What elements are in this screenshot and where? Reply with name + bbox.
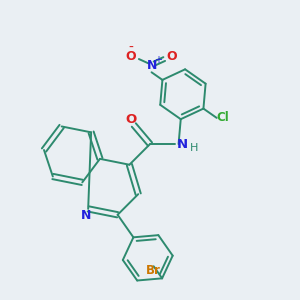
- Text: O: O: [167, 50, 178, 63]
- Text: O: O: [125, 112, 136, 126]
- Text: N: N: [177, 138, 188, 151]
- Text: N: N: [146, 59, 157, 72]
- Text: -: -: [128, 41, 134, 55]
- Text: Cl: Cl: [216, 111, 229, 124]
- Text: Br: Br: [146, 264, 161, 277]
- Text: N: N: [81, 209, 91, 222]
- Text: +: +: [154, 55, 162, 65]
- Text: H: H: [189, 142, 198, 153]
- Text: O: O: [126, 50, 136, 63]
